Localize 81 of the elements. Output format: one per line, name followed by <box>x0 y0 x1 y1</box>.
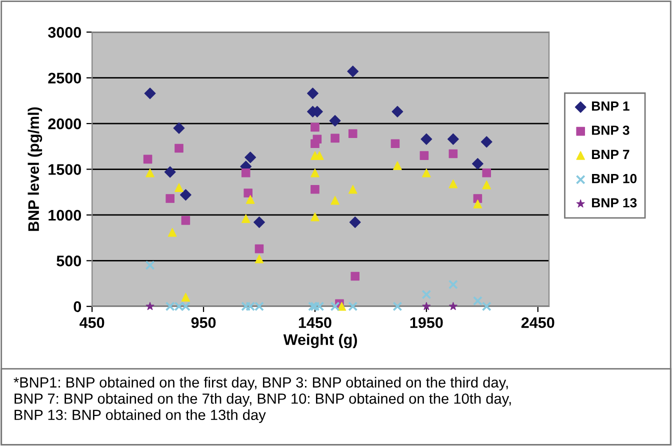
point <box>473 200 482 208</box>
point <box>448 280 458 290</box>
x-tick-label: 950 <box>191 317 216 328</box>
legend-label: BNP 3 <box>592 126 630 135</box>
legend-label: BNP 13 <box>592 198 637 208</box>
point <box>145 260 155 270</box>
x-tick-label: 1950 <box>410 317 443 328</box>
y-tick-label: 2500 <box>48 72 82 84</box>
x-tick-label: 2450 <box>521 317 554 328</box>
point <box>174 144 184 153</box>
point <box>244 152 256 164</box>
point <box>350 272 360 281</box>
point <box>180 189 192 201</box>
point <box>392 106 404 118</box>
point <box>390 139 400 148</box>
y-tick-label: 0 <box>74 301 82 312</box>
point <box>448 149 458 158</box>
point <box>244 188 252 198</box>
point <box>473 194 482 203</box>
point <box>482 180 492 190</box>
point <box>144 88 156 100</box>
point <box>173 122 185 134</box>
legend-label: BNP 7 <box>592 150 630 159</box>
point <box>181 216 190 225</box>
point <box>349 216 361 228</box>
point <box>482 168 492 178</box>
point <box>241 214 250 224</box>
point <box>337 302 346 311</box>
y-tick-label: 500 <box>56 256 82 266</box>
point <box>312 134 322 144</box>
point <box>330 134 340 143</box>
point <box>392 302 402 312</box>
point <box>166 194 174 203</box>
point <box>310 212 320 222</box>
point <box>307 88 318 100</box>
y-tick-label: 1000 <box>48 210 82 221</box>
point <box>146 168 154 178</box>
point <box>329 115 341 127</box>
point <box>181 292 190 302</box>
y-tick-label: 3000 <box>48 26 82 38</box>
point <box>174 183 184 192</box>
point <box>348 129 358 138</box>
legend-label: BNP 1 <box>592 102 630 111</box>
point <box>254 254 264 264</box>
point <box>447 133 459 145</box>
point <box>420 151 429 160</box>
point <box>168 228 177 237</box>
point <box>254 244 264 254</box>
point <box>472 296 482 306</box>
y-tick-label: 2000 <box>48 118 82 130</box>
point <box>310 168 320 178</box>
point <box>254 216 265 228</box>
x-axis-title: Weight (g) <box>283 334 357 348</box>
point <box>164 166 176 178</box>
legend-label: BNP 10 <box>592 174 637 184</box>
point <box>472 158 484 170</box>
point <box>448 302 458 310</box>
point <box>310 122 320 132</box>
point <box>348 184 358 194</box>
point <box>420 133 432 145</box>
point <box>241 168 250 178</box>
point <box>348 302 358 312</box>
point <box>143 154 152 164</box>
y-axis-title: BNP level (pg/ml) <box>28 107 42 231</box>
point <box>330 302 340 312</box>
x-tick-label: 1450 <box>298 317 332 328</box>
point <box>330 196 340 205</box>
point <box>347 66 359 78</box>
point <box>246 195 255 204</box>
y-tick-label: 1500 <box>48 164 82 175</box>
point <box>422 168 431 178</box>
point <box>393 161 402 170</box>
point <box>422 290 432 300</box>
point <box>480 136 492 148</box>
point <box>422 302 431 310</box>
point <box>146 302 154 310</box>
point <box>448 179 458 188</box>
text: *BNP1: BNP obtained on the first day, BNP 3: BNP obtained on the third day, BNP 7: BNP obtained on the 7th day, BNP 10: BNP obtained on the 10th day, BNP 13: BNP obtained on the 13th day <box>14 376 511 423</box>
point <box>310 184 320 194</box>
x-tick-label: 450 <box>80 317 104 328</box>
point <box>482 302 492 312</box>
